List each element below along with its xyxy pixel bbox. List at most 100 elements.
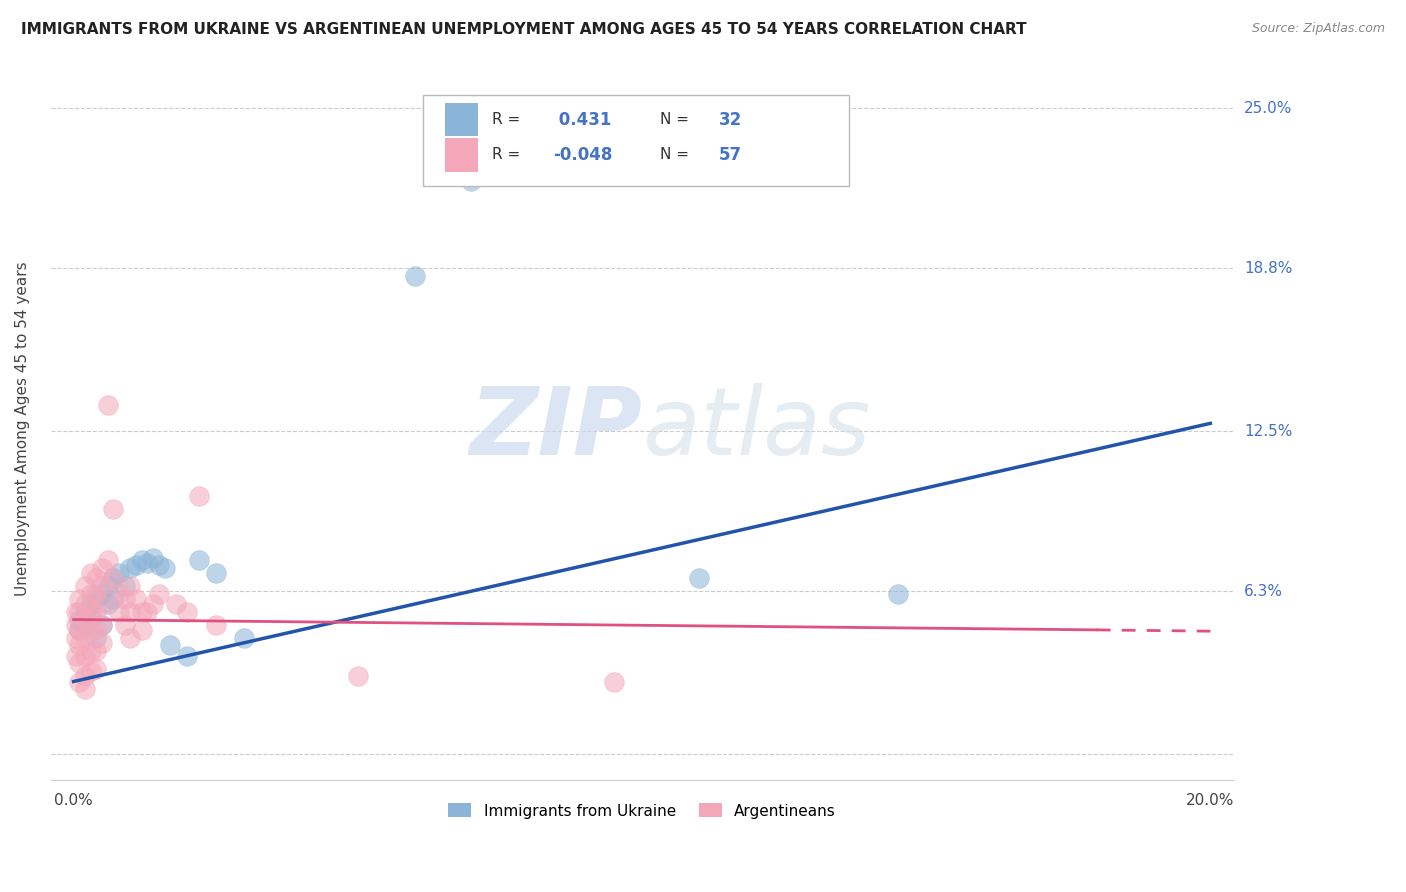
Point (67, 591, 90, 606)
Point (142, 550, 165, 565)
Point (176, 648, 198, 663)
Point (97, 398, 120, 412)
Point (67, 623, 90, 637)
Point (346, 669, 368, 683)
Point (91, 617, 114, 632)
Text: 25.0%: 25.0% (1244, 101, 1292, 116)
Text: 6.3%: 6.3% (1244, 583, 1284, 599)
Point (73, 648, 96, 663)
Text: IMMIGRANTS FROM UKRAINE VS ARGENTINEAN UNEMPLOYMENT AMONG AGES 45 TO 54 YEARS CO: IMMIGRANTS FROM UKRAINE VS ARGENTINEAN U… (21, 22, 1026, 37)
Point (79, 597, 101, 611)
Text: 57: 57 (718, 145, 742, 163)
Point (79, 664, 101, 678)
Point (204, 566, 226, 580)
Point (73, 613, 96, 627)
Point (73, 605, 96, 619)
Point (67, 605, 90, 619)
Point (67, 639, 90, 653)
Point (187, 553, 209, 567)
Point (91, 579, 114, 593)
Point (67, 623, 90, 637)
Point (84, 623, 107, 637)
Text: R =: R = (492, 147, 524, 162)
Point (91, 597, 114, 611)
Point (97, 597, 120, 611)
Point (84, 571, 107, 585)
Point (79, 623, 101, 637)
Point (114, 579, 136, 593)
Point (91, 561, 114, 575)
Point (120, 631, 142, 645)
Point (91, 636, 114, 650)
Text: atlas: atlas (643, 383, 870, 474)
Point (460, 174, 482, 188)
Point (204, 617, 226, 632)
Point (165, 597, 187, 611)
Point (73, 682, 96, 697)
Point (67, 674, 90, 689)
Point (120, 579, 142, 593)
Point (176, 605, 198, 619)
Point (148, 587, 170, 601)
Point (73, 579, 96, 593)
Point (79, 643, 101, 657)
Bar (444, 103, 478, 136)
Text: N =: N = (659, 112, 693, 127)
Point (103, 591, 125, 606)
Point (65, 617, 87, 632)
Point (84, 662, 107, 676)
Text: 18.8%: 18.8% (1244, 261, 1292, 276)
Point (148, 558, 170, 573)
Point (65, 631, 87, 645)
Point (136, 605, 159, 619)
Text: N =: N = (659, 147, 693, 162)
Point (84, 605, 107, 619)
Point (73, 631, 96, 645)
Point (73, 597, 96, 611)
Point (114, 617, 136, 632)
Point (142, 597, 165, 611)
Point (887, 587, 910, 601)
Point (79, 610, 101, 624)
Point (97, 579, 120, 593)
Point (67, 657, 90, 671)
Point (159, 639, 181, 653)
Point (125, 591, 148, 606)
Point (108, 587, 131, 601)
Point (84, 587, 107, 601)
Point (131, 623, 153, 637)
Text: Source: ZipAtlas.com: Source: ZipAtlas.com (1251, 22, 1385, 36)
Point (153, 561, 176, 575)
Point (404, 269, 426, 284)
Point (65, 648, 87, 663)
Legend: Immigrants from Ukraine, Argentineans: Immigrants from Ukraine, Argentineans (443, 797, 842, 824)
Point (136, 556, 159, 570)
Point (91, 587, 114, 601)
Point (120, 561, 142, 575)
Text: 32: 32 (718, 111, 742, 128)
Point (65, 605, 87, 619)
Text: -0.048: -0.048 (554, 145, 613, 163)
Point (103, 501, 125, 516)
Point (108, 605, 131, 619)
Point (73, 617, 96, 632)
Point (73, 669, 96, 683)
Point (79, 587, 101, 601)
Text: 12.5%: 12.5% (1244, 424, 1292, 439)
Text: R =: R = (492, 112, 524, 127)
Point (97, 553, 120, 567)
Text: ZIP: ZIP (470, 383, 643, 475)
Point (125, 558, 148, 573)
Point (67, 613, 90, 627)
Point (602, 674, 624, 689)
Point (84, 631, 107, 645)
Point (114, 591, 136, 606)
Bar (423, 95, 849, 186)
Point (688, 571, 710, 585)
Point (187, 489, 209, 503)
Point (131, 605, 153, 619)
Point (91, 617, 114, 632)
Y-axis label: Unemployment Among Ages 45 to 54 years: Unemployment Among Ages 45 to 54 years (15, 261, 30, 596)
Point (79, 566, 101, 580)
Point (131, 553, 153, 567)
